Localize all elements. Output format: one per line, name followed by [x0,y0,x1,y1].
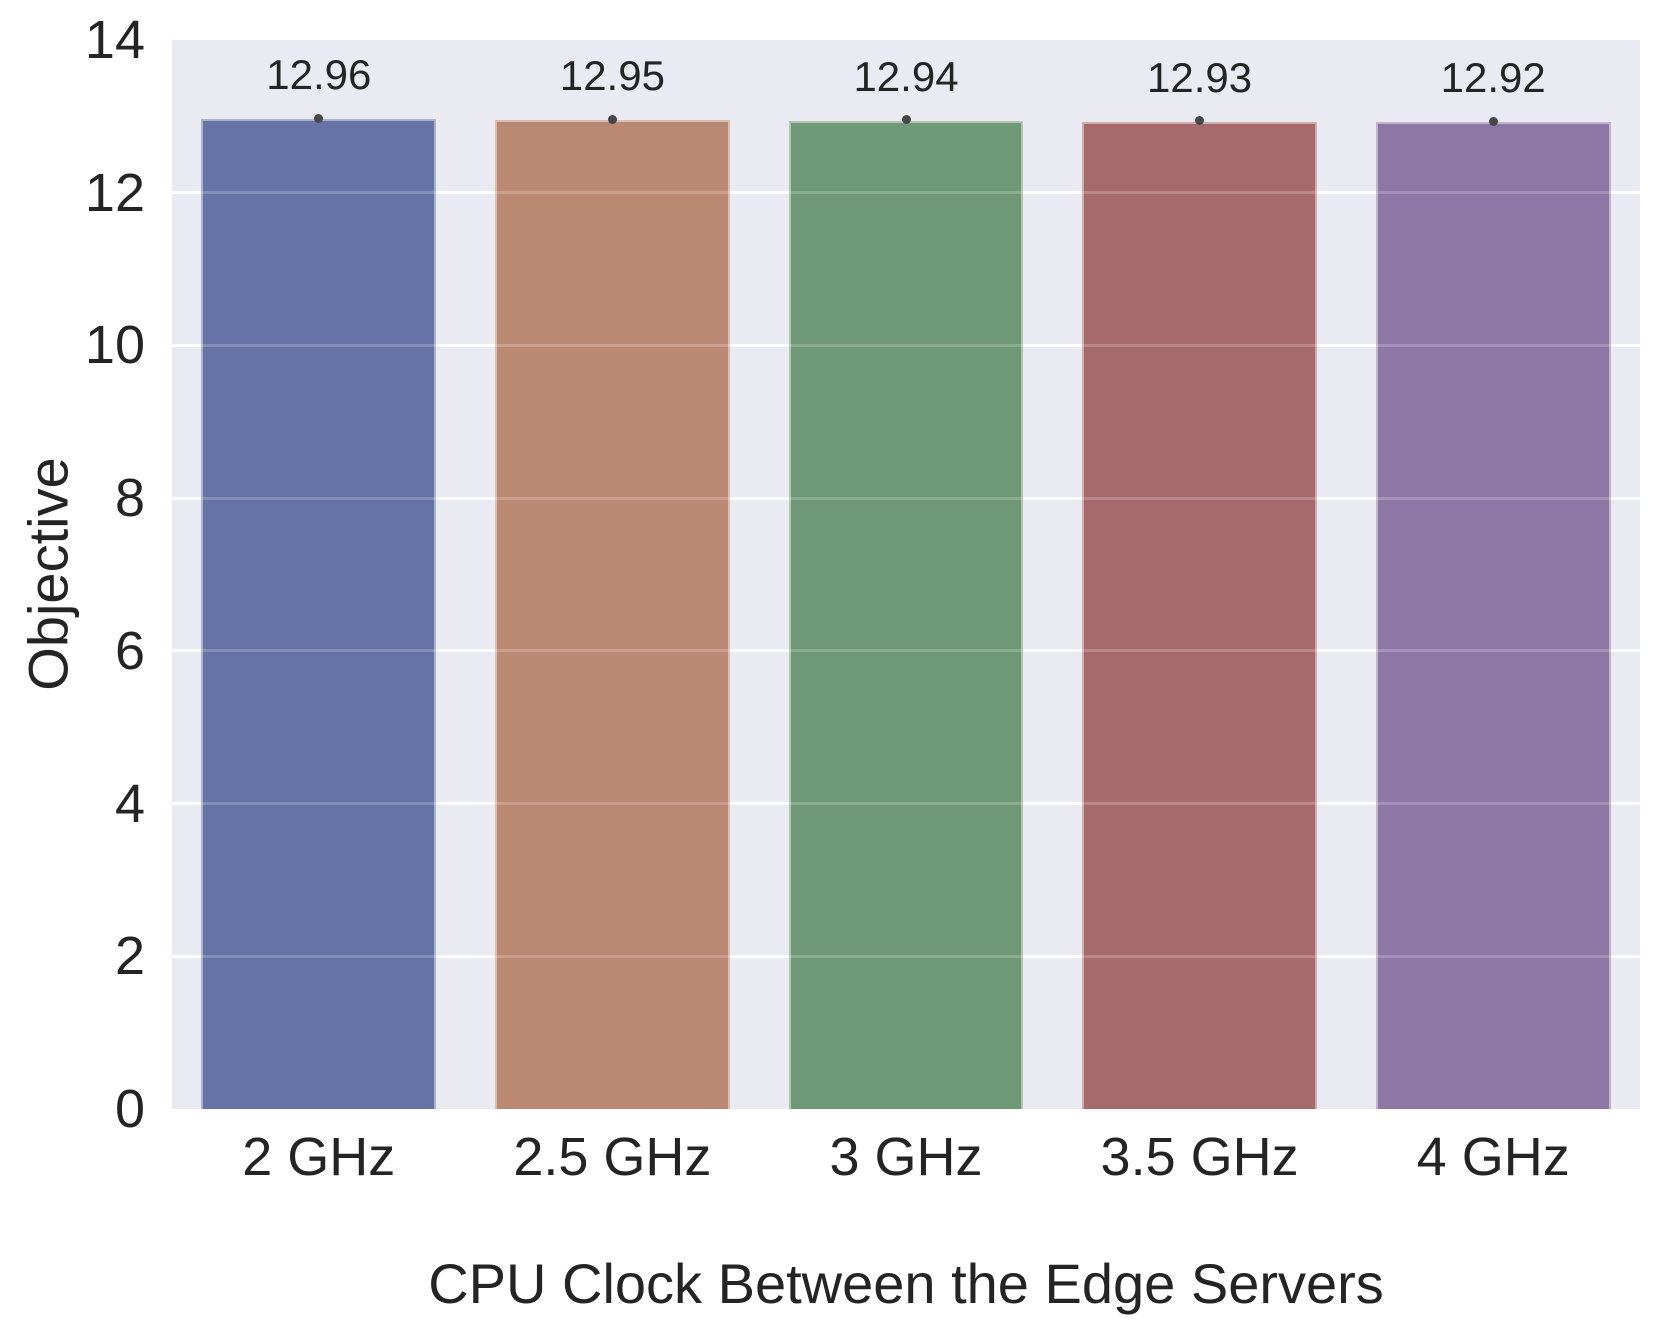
x-axis-label: CPU Clock Between the Edge Servers [428,1252,1384,1315]
bar-value-label: 12.92 [1440,54,1546,102]
y-tick-label-0: 0 [114,1079,145,1139]
errorbar-dot [314,113,324,123]
errorbar-dot [607,114,617,124]
y-tick-label-8: 8 [114,468,145,529]
y-tick-label-10: 10 [84,315,145,376]
bar-value-label: 12.93 [1147,53,1253,101]
plot-area: 12.96 12.95 12.94 12.93 12.92 [172,40,1640,1109]
bar-4-ghz [1375,122,1611,1109]
bar-value-label: 12.94 [853,52,959,100]
errorbar-dot [1488,116,1498,126]
y-tick-label-2: 2 [114,926,145,987]
x-tick-label-3: 3.5 GHz [1100,1127,1299,1187]
bar-value-label: 12.95 [559,52,665,100]
y-tick-label-14: 14 [84,10,145,70]
x-tick-label-0: 2 GHz [242,1127,396,1187]
y-tick-label-12: 12 [84,162,145,223]
bar-value-label: 12.96 [266,51,372,99]
bar-2.5-ghz [494,120,730,1109]
errorbar-dot [901,115,911,125]
errorbar-dot [1195,116,1205,126]
bar-3.5-ghz [1082,121,1318,1109]
bar-3-ghz [788,120,1024,1109]
bar-2-ghz [201,119,437,1109]
y-tick-label-6: 6 [114,620,145,681]
x-tick-label-2: 3 GHz [829,1127,983,1187]
x-tick-label-1: 2.5 GHz [513,1127,712,1187]
y-tick-label-4: 4 [114,773,145,834]
x-tick-label-4: 4 GHz [1416,1127,1570,1187]
